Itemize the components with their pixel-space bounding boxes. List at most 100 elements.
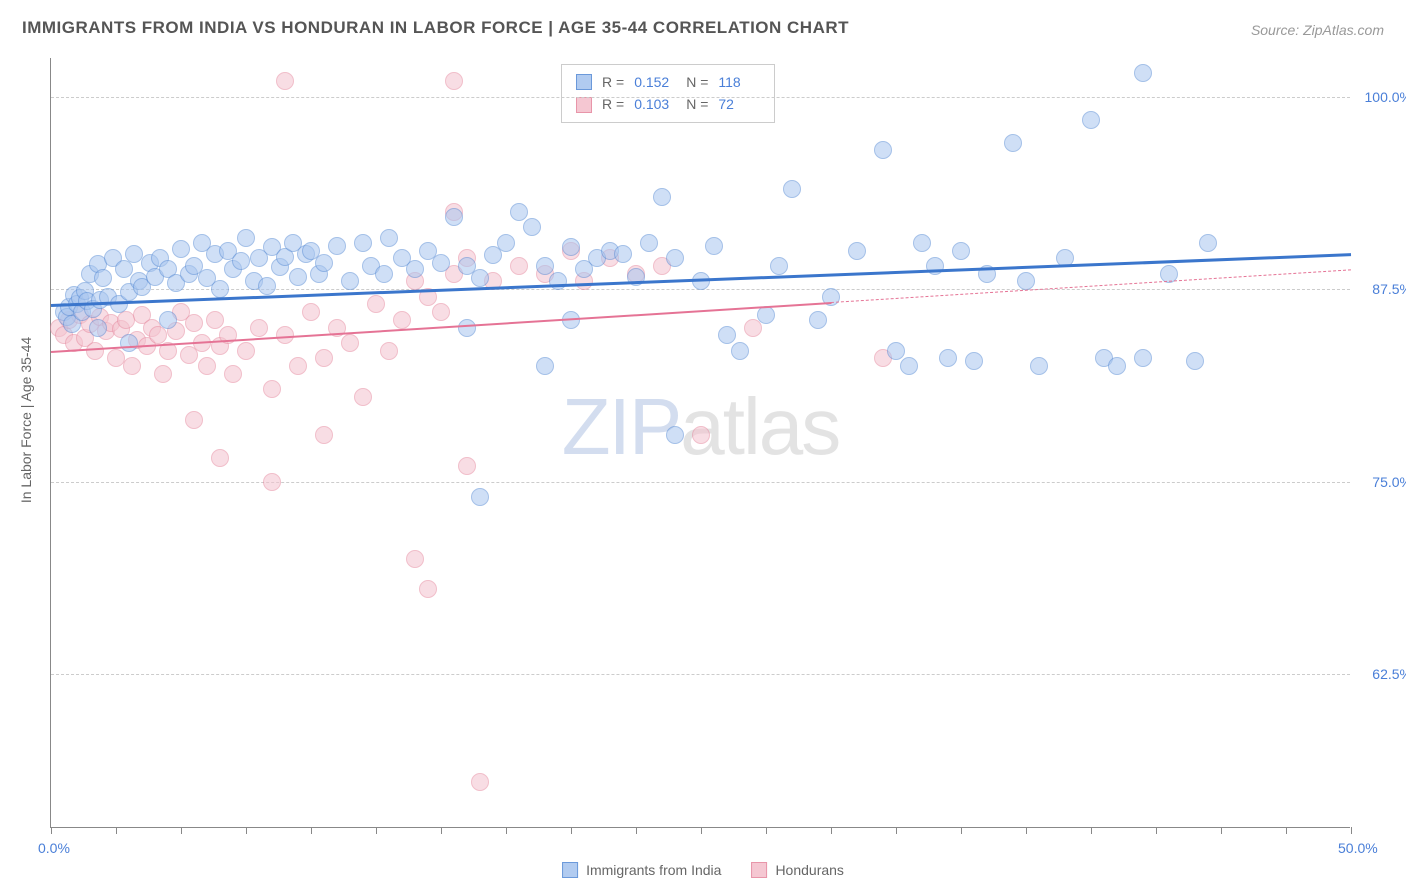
data-point: [692, 426, 710, 444]
data-point: [471, 773, 489, 791]
data-point: [874, 141, 892, 159]
data-point: [445, 72, 463, 90]
data-point: [154, 365, 172, 383]
data-point: [367, 295, 385, 313]
swatch-series-2: [751, 862, 767, 878]
data-point: [380, 342, 398, 360]
data-point: [549, 272, 567, 290]
n-label: N =: [686, 71, 708, 93]
gridline: [51, 674, 1350, 675]
data-point: [419, 580, 437, 598]
legend-label-2: Hondurans: [775, 862, 844, 878]
x-tick: [1351, 827, 1352, 834]
data-point: [89, 319, 107, 337]
data-point: [900, 357, 918, 375]
chart-title: IMMIGRANTS FROM INDIA VS HONDURAN IN LAB…: [22, 18, 849, 38]
x-tick: [571, 827, 572, 834]
data-point: [562, 238, 580, 256]
data-point: [666, 426, 684, 444]
x-tick: [1026, 827, 1027, 834]
x-tick-label: 50.0%: [1338, 840, 1378, 856]
data-point: [393, 311, 411, 329]
data-point: [1030, 357, 1048, 375]
data-point: [315, 349, 333, 367]
data-point: [536, 357, 554, 375]
data-point: [289, 357, 307, 375]
x-tick: [116, 827, 117, 834]
data-point: [276, 72, 294, 90]
data-point: [115, 260, 133, 278]
trend-line: [831, 269, 1351, 303]
data-point: [224, 365, 242, 383]
x-tick: [961, 827, 962, 834]
x-tick: [1156, 827, 1157, 834]
data-point: [913, 234, 931, 252]
watermark-prefix: ZIP: [562, 382, 680, 471]
data-point: [185, 411, 203, 429]
data-point: [237, 342, 255, 360]
x-tick: [1286, 827, 1287, 834]
swatch-series-2: [576, 97, 592, 113]
data-point: [211, 449, 229, 467]
data-point: [510, 203, 528, 221]
data-point: [185, 314, 203, 332]
data-point: [471, 269, 489, 287]
data-point: [206, 311, 224, 329]
data-point: [432, 303, 450, 321]
x-tick: [636, 827, 637, 834]
data-point: [640, 234, 658, 252]
data-point: [471, 488, 489, 506]
data-point: [757, 306, 775, 324]
n-value-1: 118: [718, 71, 760, 93]
data-point: [614, 245, 632, 263]
data-point: [731, 342, 749, 360]
data-point: [263, 380, 281, 398]
data-point: [939, 349, 957, 367]
data-point: [328, 237, 346, 255]
data-point: [354, 234, 372, 252]
data-point: [1004, 134, 1022, 152]
data-point: [250, 319, 268, 337]
x-tick: [246, 827, 247, 834]
swatch-series-1: [562, 862, 578, 878]
data-point: [198, 357, 216, 375]
data-point: [406, 260, 424, 278]
x-tick: [701, 827, 702, 834]
data-point: [783, 180, 801, 198]
data-point: [445, 208, 463, 226]
data-point: [237, 229, 255, 247]
y-tick-label: 75.0%: [1372, 474, 1406, 490]
data-point: [315, 254, 333, 272]
data-point: [1134, 64, 1152, 82]
data-point: [1199, 234, 1217, 252]
data-point: [380, 229, 398, 247]
gridline: [51, 97, 1350, 98]
x-tick: [311, 827, 312, 834]
data-point: [159, 311, 177, 329]
data-point: [302, 303, 320, 321]
data-point: [289, 268, 307, 286]
x-tick: [51, 827, 52, 834]
data-point: [341, 334, 359, 352]
chart-container: IMMIGRANTS FROM INDIA VS HONDURAN IN LAB…: [0, 0, 1406, 892]
y-tick-label: 87.5%: [1372, 281, 1406, 297]
data-point: [458, 319, 476, 337]
r-label: R =: [602, 71, 624, 93]
data-point: [1134, 349, 1152, 367]
data-point: [263, 473, 281, 491]
x-tick-label: 0.0%: [38, 840, 70, 856]
legend-row-series-1: R = 0.152 N = 118: [576, 71, 760, 93]
data-point: [211, 280, 229, 298]
data-point: [172, 240, 190, 258]
data-point: [666, 249, 684, 267]
legend-item-1: Immigrants from India: [562, 862, 721, 878]
y-tick-label: 100.0%: [1365, 89, 1406, 105]
data-point: [952, 242, 970, 260]
legend-label-1: Immigrants from India: [586, 862, 721, 878]
data-point: [510, 257, 528, 275]
y-axis-label: In Labor Force | Age 35-44: [18, 337, 34, 503]
data-point: [123, 357, 141, 375]
x-tick: [896, 827, 897, 834]
data-point: [965, 352, 983, 370]
y-tick-label: 62.5%: [1372, 666, 1406, 682]
